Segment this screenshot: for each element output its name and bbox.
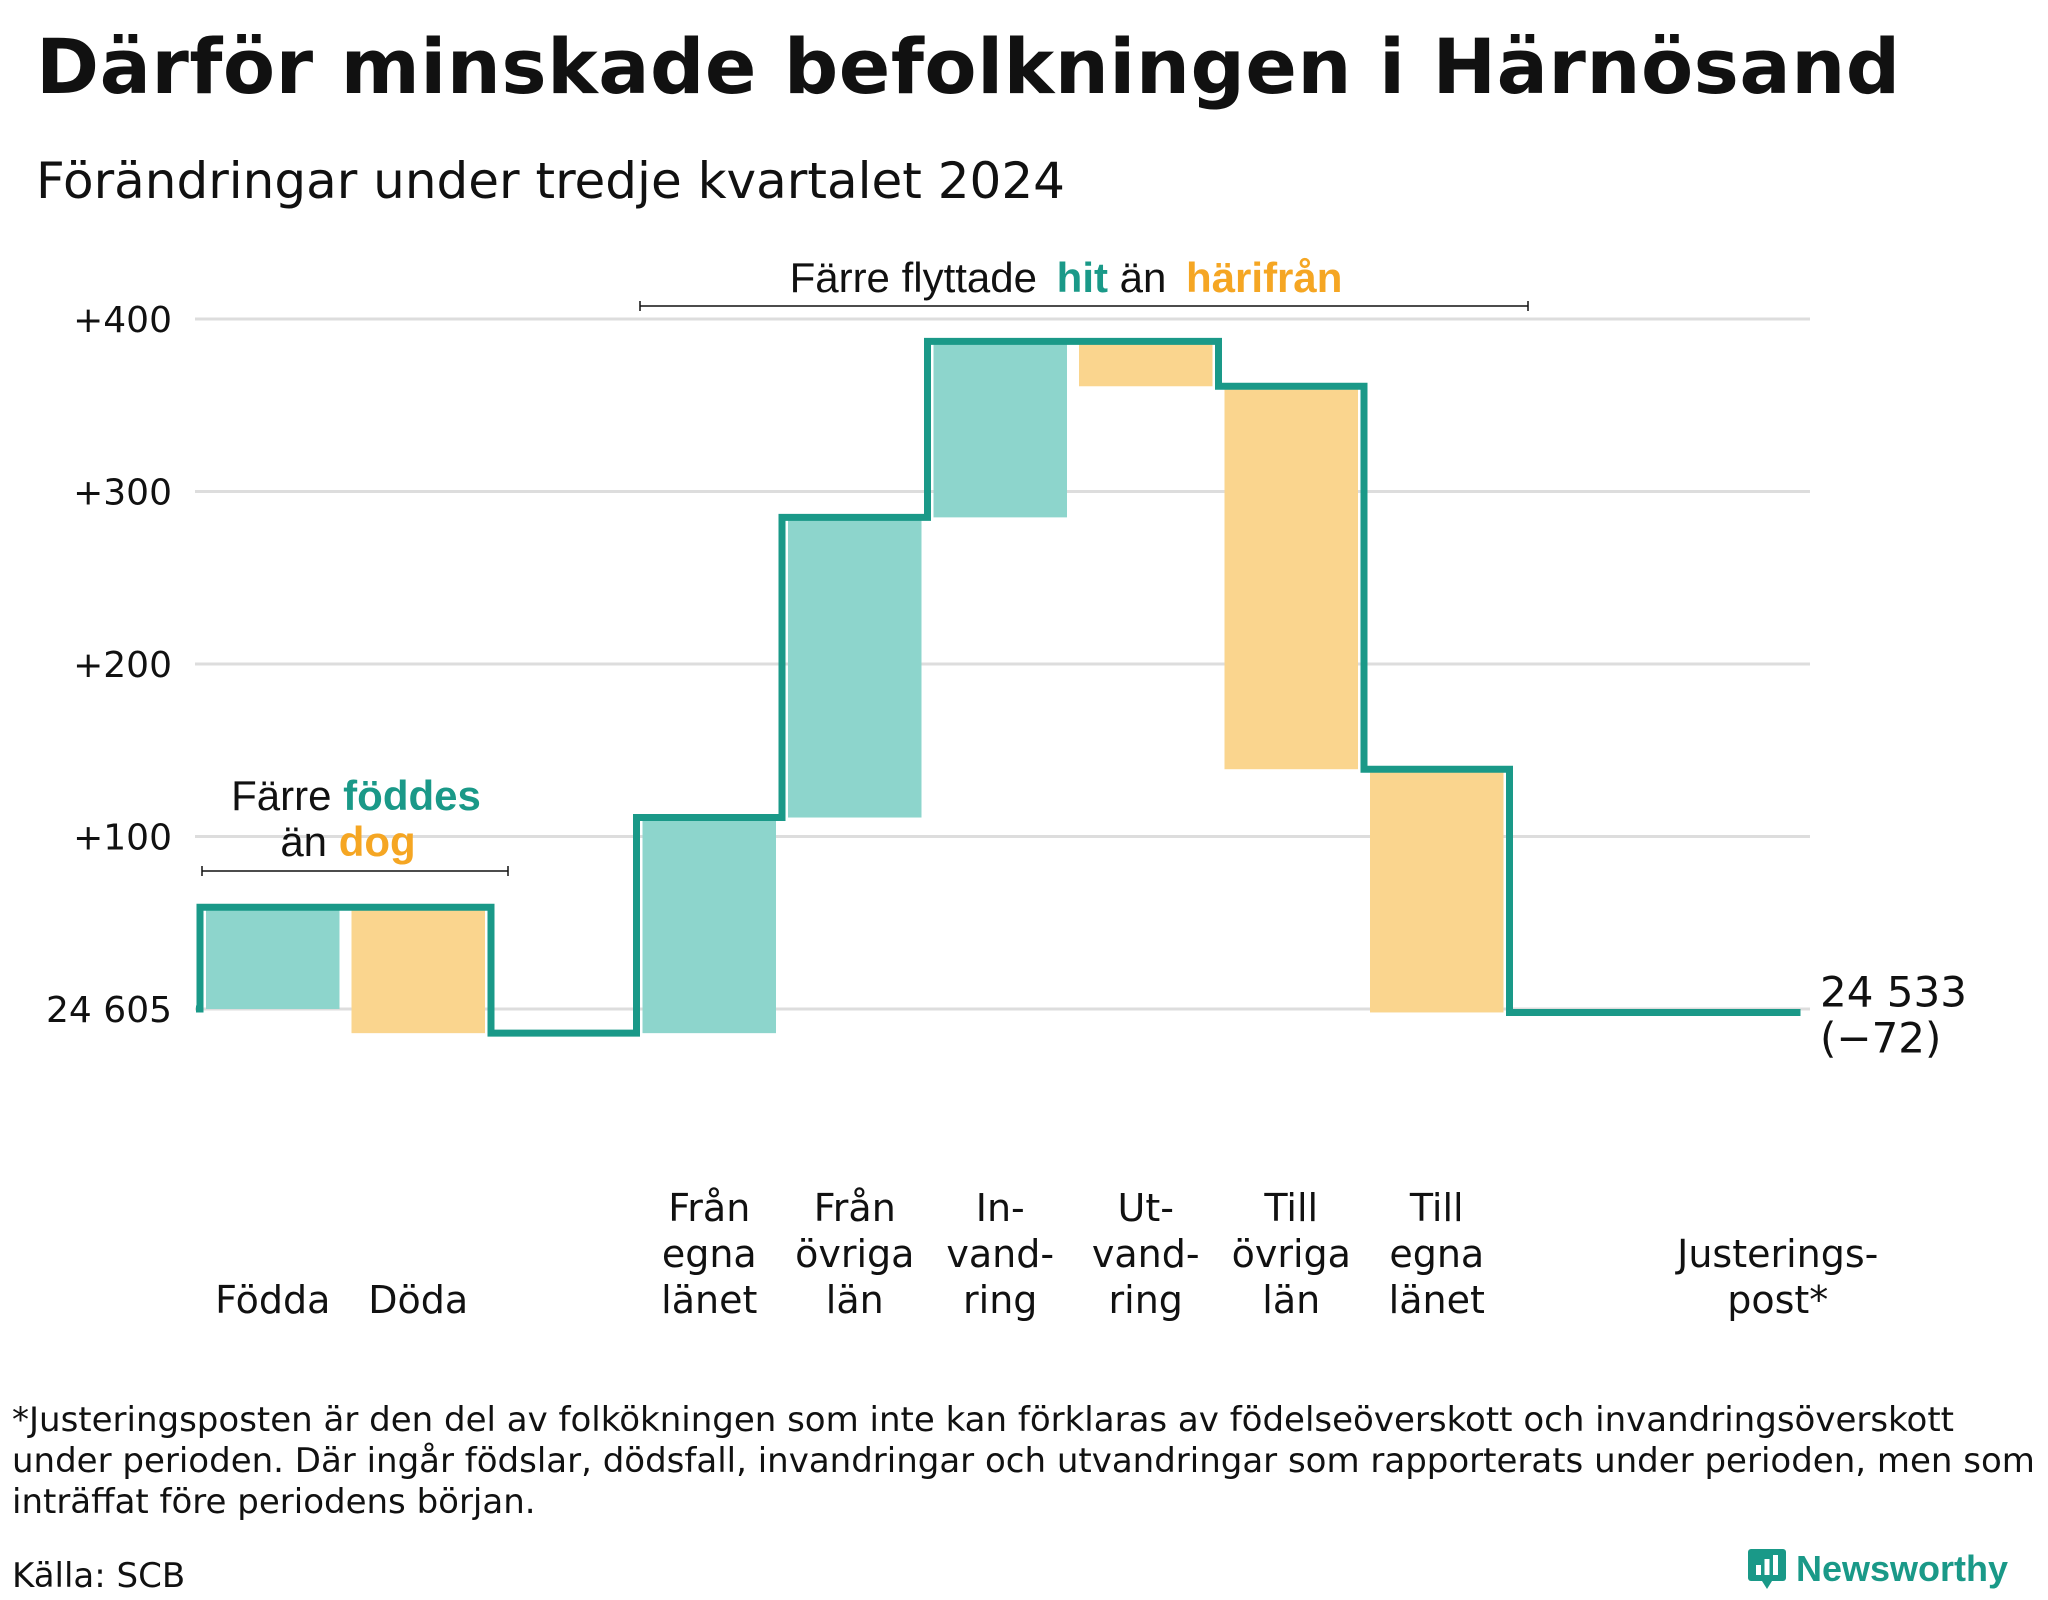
category-label: länet: [661, 1278, 757, 1322]
category-label: Från: [668, 1186, 750, 1230]
category-label: Döda: [368, 1278, 468, 1322]
annotation-births-line1: Färre föddes: [231, 772, 481, 819]
step-line: [196, 337, 1801, 1037]
category-label: post*: [1727, 1278, 1828, 1322]
category-label: In-: [976, 1186, 1025, 1230]
category-label: egna: [1389, 1232, 1484, 1276]
category-label: Till: [1263, 1186, 1318, 1230]
y-tick-label: 24 605: [46, 990, 172, 1031]
annotation-births-line2: än dog: [280, 818, 415, 865]
category-label: övriga: [1232, 1232, 1351, 1276]
chart-title: Därför minskade befolkningen i Härnösand: [36, 22, 1901, 111]
newsworthy-logo-icon: [1747, 1549, 1786, 1589]
category-label: Från: [814, 1186, 896, 1230]
y-tick-label: +200: [73, 645, 172, 686]
waterfall-bar: [206, 907, 340, 1009]
category-label: Justerings-: [1675, 1232, 1878, 1276]
footnote: *Justeringsposten är den del av folkökni…: [12, 1400, 2035, 1522]
category-label: län: [1262, 1278, 1320, 1322]
annotation-moves: Färre flyttade hit än härifrån: [790, 254, 1343, 301]
waterfall-bar: [351, 907, 485, 1034]
category-label: vand-: [1092, 1232, 1200, 1276]
y-tick-label: +100: [73, 818, 172, 859]
chart-subtitle: Förändringar under tredje kvartalet 2024: [36, 152, 1065, 210]
category-label: egna: [662, 1232, 757, 1276]
brand-name: Newsworthy: [1795, 1548, 2008, 1589]
waterfall-bar: [1224, 386, 1358, 770]
category-label: övriga: [795, 1232, 914, 1276]
category-label: Födda: [215, 1278, 330, 1322]
y-tick-label: +300: [73, 473, 172, 514]
category-label: Till: [1409, 1186, 1464, 1230]
end-value-label: 24 533: [1820, 967, 1967, 1016]
brand-logo: Newsworthy: [1747, 1548, 2008, 1590]
category-label: länet: [1389, 1278, 1485, 1322]
end-change-label: (−72): [1820, 1013, 1941, 1062]
annotation-bracket-moves: [639, 301, 1529, 311]
category-label: Ut-: [1118, 1186, 1174, 1230]
category-label: vand-: [946, 1232, 1054, 1276]
y-tick-label: +400: [73, 300, 172, 341]
category-label: län: [826, 1278, 884, 1322]
waterfall-bar: [1370, 769, 1504, 1013]
waterfall-bar: [642, 817, 776, 1034]
annotation-bracket-births: [201, 866, 509, 876]
category-label: ring: [1109, 1278, 1183, 1322]
waterfall-bar: [1079, 341, 1213, 387]
category-label: ring: [963, 1278, 1037, 1322]
waterfall-bar: [788, 517, 922, 818]
waterfall-bar: [933, 341, 1067, 518]
source-note: Källa: SCB: [12, 1556, 186, 1596]
